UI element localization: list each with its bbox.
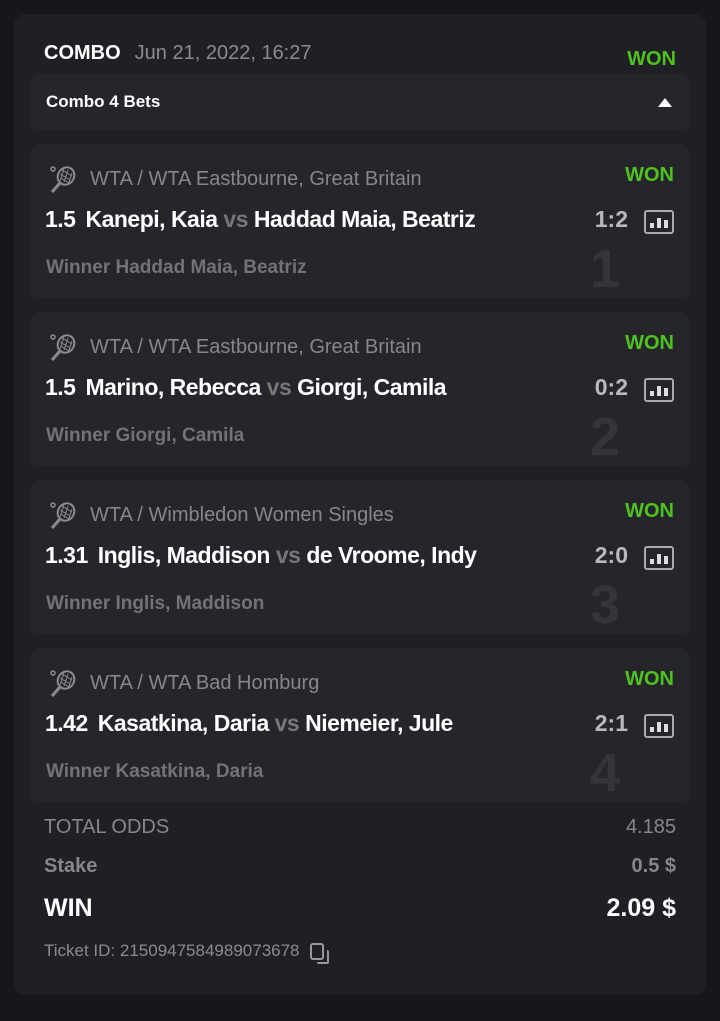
odds: 1.42	[45, 710, 88, 736]
bet-type: COMBO	[44, 42, 121, 64]
odds: 1.31	[45, 542, 88, 568]
event: 1.5 Marino, Rebecca vs Giorgi, Camila	[45, 374, 447, 401]
tennis-racket-icon	[50, 670, 76, 697]
total-odds-value: 4.185	[625, 816, 676, 838]
bet-item[interactable]: 1 WTA / WTA Eastbourne, Great Britain WO…	[30, 144, 690, 298]
selection: Winner Kasatkina, Daria	[46, 761, 264, 782]
bet-item[interactable]: 4 WTA / WTA Bad Homburg WON 1.42 Kasatkin…	[30, 648, 690, 802]
away-player: de Vroome, Indy	[306, 542, 477, 568]
score: 2:1	[594, 710, 628, 736]
odds: 1.5	[45, 374, 76, 400]
total-odds-row: TOTAL ODDS 4.185	[44, 816, 676, 839]
vs-label: vs	[223, 206, 249, 232]
vs-label: vs	[266, 374, 292, 400]
event: 1.42 Kasatkina, Daria vs Niemeier, Jule	[45, 710, 453, 737]
vs-label: vs	[275, 542, 301, 568]
total-odds-label: TOTAL ODDS	[44, 816, 170, 838]
away-player: Haddad Maia, Beatriz	[253, 206, 476, 232]
combo-toggle[interactable]: Combo 4 Bets	[30, 74, 690, 130]
tennis-racket-icon	[50, 334, 76, 361]
ticket-id: Ticket ID: 2150947584989073678	[44, 941, 329, 964]
selection: Winner Giorgi, Camila	[46, 425, 245, 446]
stats-icon[interactable]	[644, 378, 674, 402]
win-value: 2.09 $	[606, 894, 676, 922]
tennis-racket-icon	[50, 166, 76, 193]
bet-index-watermark: 2	[589, 407, 620, 466]
league: WTA / WTA Bad Homburg	[48, 668, 319, 698]
score: 2:0	[594, 542, 628, 568]
bet-date: Jun 21, 2022, 16:27	[134, 42, 312, 64]
bet-item[interactable]: 2 WTA / WTA Eastbourne, Great Britain WO…	[30, 312, 690, 466]
stake-value: 0.5 $	[631, 855, 676, 877]
event: 1.5 Kanepi, Kaia vs Haddad Maia, Beatriz	[45, 206, 476, 233]
bet-status: WON	[625, 500, 674, 522]
league-name: WTA / WTA Eastbourne, Great Britain	[90, 167, 422, 190]
ticket-header: COMBO Jun 21, 2022, 16:27	[44, 42, 312, 65]
win-label: WIN	[44, 894, 93, 922]
bet-status: WON	[625, 164, 674, 186]
league: WTA / WTA Eastbourne, Great Britain	[48, 164, 422, 194]
bet-status: WON	[625, 668, 674, 690]
home-player: Marino, Rebecca	[85, 374, 261, 400]
bet-index-watermark: 1	[589, 239, 620, 298]
away-player: Giorgi, Camila	[297, 374, 447, 400]
stats-icon[interactable]	[644, 714, 674, 738]
league-name: WTA / WTA Eastbourne, Great Britain	[90, 335, 422, 358]
league-name: WTA / Wimbledon Women Singles	[90, 503, 394, 526]
league: WTA / WTA Eastbourne, Great Britain	[48, 332, 422, 362]
league: WTA / Wimbledon Women Singles	[48, 500, 394, 530]
bet-item[interactable]: 3 WTA / Wimbledon Women Singles WON 1.31…	[30, 480, 690, 634]
home-player: Kanepi, Kaia	[85, 206, 218, 232]
score: 1:2	[594, 206, 628, 232]
event: 1.31 Inglis, Maddison vs de Vroome, Indy	[45, 542, 477, 569]
away-player: Niemeier, Jule	[305, 710, 453, 736]
league-name: WTA / WTA Bad Homburg	[90, 671, 320, 694]
combo-label: Combo 4 Bets	[46, 92, 161, 111]
bet-status: WON	[625, 332, 674, 354]
ticket-card: COMBO Jun 21, 2022, 16:27 WON Combo 4 Be…	[14, 14, 706, 995]
ticket-id-text: Ticket ID: 2150947584989073678	[44, 941, 300, 960]
copy-icon[interactable]	[309, 942, 329, 964]
bet-index-watermark: 3	[589, 575, 620, 634]
bet-index-watermark: 4	[589, 743, 620, 802]
selection: Winner Inglis, Maddison	[46, 593, 265, 614]
tennis-racket-icon	[50, 502, 76, 529]
stake-row: Stake 0.5 $	[44, 855, 676, 878]
stake-label: Stake	[44, 855, 98, 877]
home-player: Kasatkina, Daria	[97, 710, 269, 736]
win-row: WIN 2.09 $	[44, 894, 676, 923]
home-player: Inglis, Maddison	[97, 542, 271, 568]
odds: 1.5	[45, 206, 76, 232]
selection: Winner Haddad Maia, Beatriz	[46, 257, 307, 278]
vs-label: vs	[274, 710, 300, 736]
stats-icon[interactable]	[644, 546, 674, 570]
caret-up-icon	[658, 97, 672, 107]
score: 0:2	[594, 374, 628, 400]
ticket-status: WON	[627, 48, 676, 70]
stats-icon[interactable]	[644, 210, 674, 234]
